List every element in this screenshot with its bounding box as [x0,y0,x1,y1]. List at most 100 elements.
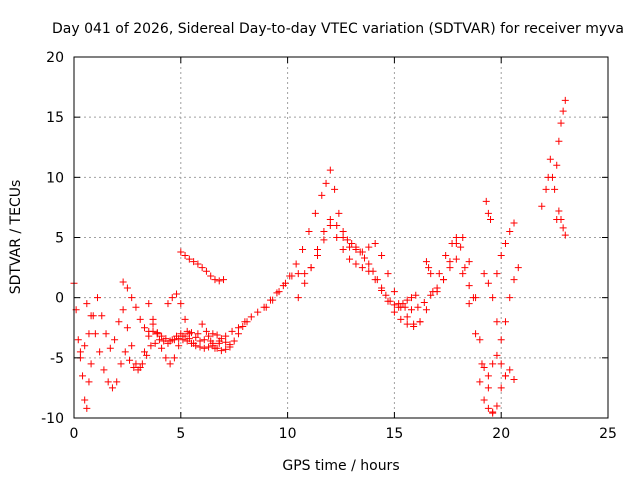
data-point [382,291,390,299]
data-point [194,260,202,268]
data-point [147,342,155,350]
data-point [294,294,302,302]
data-point [222,332,230,340]
data-point [200,336,208,344]
data-point [202,327,210,335]
data-point [104,378,112,386]
data-point [420,298,428,306]
data-point [213,331,221,339]
data-point [96,348,104,356]
data-point [365,260,373,268]
data-point [360,254,368,262]
data-point [119,306,127,314]
x-tick-label: 20 [492,426,510,442]
data-point [484,384,492,392]
data-point [83,404,91,412]
data-point [384,270,392,278]
data-point [333,221,341,229]
data-point [121,348,129,356]
data-point [493,270,501,278]
data-point [123,324,131,332]
data-point [480,396,488,404]
data-point [365,243,373,251]
data-point [497,252,505,260]
data-point [79,372,87,380]
data-point [442,252,450,260]
data-point [551,185,559,193]
y-tick-label: 5 [55,231,64,247]
data-point [506,227,514,235]
data-point [162,354,170,362]
y-tick-label: 15 [46,110,64,126]
data-point [401,303,409,311]
data-point [326,221,334,229]
data-point [465,300,473,308]
data-point [335,209,343,217]
data-point [158,344,166,352]
data-point [497,336,505,344]
data-point [446,258,454,266]
data-point [331,185,339,193]
data-point [181,315,189,323]
data-point [166,360,174,368]
data-point [510,375,518,383]
x-axis-label: GPS time / hours [282,458,399,474]
data-point [234,324,242,332]
data-point [339,246,347,254]
data-point [241,318,249,326]
data-point [542,185,550,193]
data-point [262,303,270,311]
data-point [136,315,144,323]
data-point [226,341,234,349]
data-point [559,107,567,115]
data-point [76,348,84,356]
data-point [170,336,178,344]
data-point [501,318,509,326]
data-point [269,296,277,304]
data-point [546,155,554,163]
data-point [561,231,569,239]
data-point [476,378,484,386]
data-point [217,347,225,355]
data-point [140,348,148,356]
data-point [162,335,170,343]
data-point [275,288,283,296]
data-point [452,255,460,263]
y-tick-label: -5 [50,351,64,367]
data-point [128,342,136,350]
x-tick-label: 25 [599,426,617,442]
data-point [111,336,119,344]
data-point [501,372,509,380]
data-point [333,234,341,241]
data-point [175,335,183,343]
data-point [307,264,315,272]
data-point [209,330,217,338]
x-tick-label: 0 [70,426,79,442]
data-point [177,300,185,308]
data-point [452,240,460,248]
data-point [514,264,522,272]
data-point [177,248,185,256]
data-point [482,197,490,205]
data-point [149,315,157,323]
data-point [98,312,106,320]
data-point [239,323,247,331]
data-point [168,294,176,302]
data-point [484,404,492,412]
data-point [459,234,467,241]
y-tick-label: 10 [46,170,64,186]
data-point [339,234,347,241]
chart-title: Day 041 of 2026, Sidereal Day-to-day VTE… [52,21,624,37]
data-point [422,306,430,314]
data-point [465,282,473,290]
data-point [346,243,354,251]
data-point [254,308,262,316]
data-point [489,294,497,302]
data-point [433,288,441,296]
data-point [557,119,565,127]
data-point [155,336,163,344]
data-point [132,303,140,311]
data-point [403,320,411,328]
x-tick-label: 5 [176,426,185,442]
data-point [205,332,213,340]
